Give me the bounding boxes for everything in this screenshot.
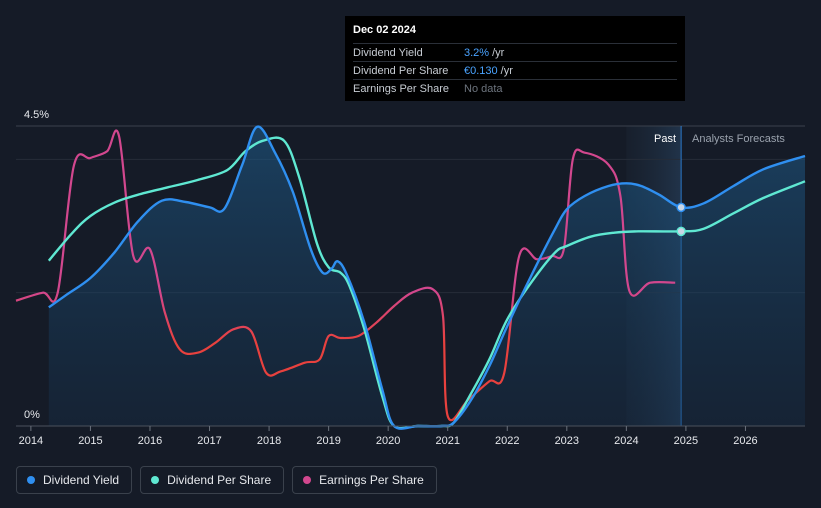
- tooltip-label: Dividend Per Share: [353, 64, 449, 77]
- x-tick-label: 2024: [614, 435, 638, 447]
- tooltip-row-dividend-per-share: Dividend Per Share €0.130 /yr: [353, 61, 677, 79]
- legend-item-dividend-per-share[interactable]: Dividend Per Share: [140, 466, 285, 494]
- x-tick-label: 2019: [316, 435, 340, 447]
- legend-label: Earnings Per Share: [319, 473, 424, 487]
- legend-item-earnings-per-share[interactable]: Earnings Per Share: [292, 466, 437, 494]
- dividend-yield-line: [48, 125, 806, 430]
- legend: Dividend Yield Dividend Per Share Earnin…: [16, 466, 437, 494]
- past-label: Past: [654, 133, 676, 145]
- dividend-yield-area: [48, 126, 806, 429]
- tooltip-unit: /yr: [492, 46, 505, 59]
- x-tick-label: 2014: [19, 435, 43, 447]
- x-tick-label: 2017: [197, 435, 221, 447]
- x-tick-label: 2016: [138, 435, 162, 447]
- earnings-per-share-line: [15, 129, 676, 422]
- legend-label: Dividend Yield: [43, 473, 120, 487]
- x-tick-label: 2025: [674, 435, 698, 447]
- legend-item-dividend-yield[interactable]: Dividend Yield: [16, 466, 133, 494]
- hover-marker: [676, 202, 686, 213]
- tooltip-unit: /yr: [500, 64, 513, 77]
- y-axis-top-label: 4.5%: [24, 109, 49, 121]
- tooltip-label: Earnings Per Share: [353, 82, 449, 95]
- y-axis-bottom-label: 0%: [24, 409, 40, 421]
- x-tick-label: 2021: [435, 435, 459, 447]
- hover-marker: [676, 226, 686, 237]
- legend-label: Dividend Per Share: [167, 473, 272, 487]
- legend-dot-icon: [27, 476, 35, 484]
- x-tick-label: 2018: [257, 435, 281, 447]
- tooltip-row-earnings-per-share: Earnings Per Share No data: [353, 79, 677, 97]
- x-tick-label: 2015: [78, 435, 102, 447]
- tooltip-row-dividend-yield: Dividend Yield 3.2% /yr: [353, 43, 677, 61]
- x-tick-label: 2023: [555, 435, 579, 447]
- tooltip-value: €0.130: [464, 64, 498, 77]
- tooltip-value: 3.2%: [464, 46, 490, 59]
- legend-dot-icon: [303, 476, 312, 484]
- x-tick-label: 2026: [733, 435, 757, 447]
- tooltip-value: No data: [464, 82, 503, 95]
- legend-dot-icon: [151, 476, 160, 484]
- tooltip: Dec 02 2024 Dividend Yield 3.2% /yr Divi…: [345, 16, 685, 101]
- x-tick-label: 2022: [495, 435, 519, 447]
- forecast-label: Analysts Forecasts: [692, 133, 785, 145]
- tooltip-date: Dec 02 2024: [353, 24, 416, 36]
- tooltip-label: Dividend Yield: [353, 46, 423, 59]
- x-tick-label: 2020: [376, 435, 400, 447]
